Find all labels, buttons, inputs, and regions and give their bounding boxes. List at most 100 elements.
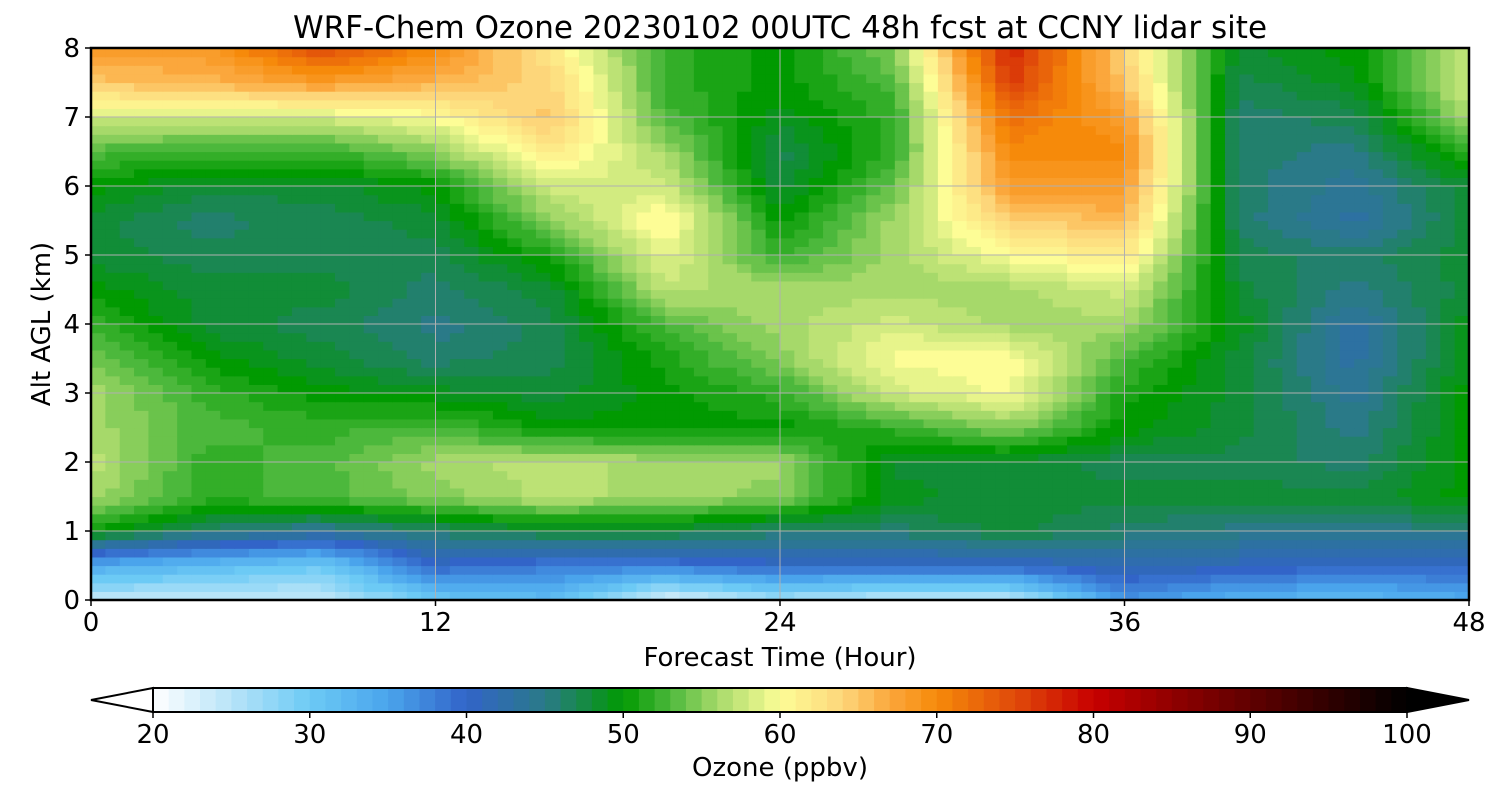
heatmap-cell — [1124, 505, 1140, 515]
heatmap-cell — [952, 289, 968, 299]
heatmap-cell — [980, 220, 996, 230]
heatmap-cell — [492, 237, 508, 247]
heatmap-cell — [780, 151, 795, 161]
heatmap-cell — [1038, 280, 1054, 291]
heatmap-cell — [378, 505, 394, 515]
heatmap-cell — [521, 418, 537, 429]
heatmap-cell — [894, 496, 910, 506]
heatmap-cell — [665, 505, 681, 515]
heatmap-cell — [134, 531, 150, 541]
heatmap-cell — [248, 505, 264, 515]
heatmap-cell — [693, 522, 709, 532]
heatmap-cell — [363, 211, 379, 222]
heatmap-cell — [693, 462, 709, 472]
heatmap-cell — [1311, 263, 1327, 273]
heatmap-cell — [248, 565, 264, 575]
heatmap-cell — [1239, 186, 1255, 196]
heatmap-cell — [923, 186, 939, 196]
heatmap-cell — [162, 479, 178, 489]
heatmap-cell — [1411, 401, 1427, 411]
heatmap-cell — [952, 487, 968, 498]
heatmap-cell — [1138, 211, 1154, 222]
heatmap-cell — [1081, 324, 1097, 334]
heatmap-cell — [1282, 211, 1298, 222]
heatmap-cell — [894, 565, 910, 575]
heatmap-cell — [306, 220, 322, 230]
heatmap-cell — [650, 375, 666, 385]
heatmap-cell — [1095, 375, 1111, 385]
heatmap-cell — [650, 556, 666, 567]
heatmap-cell — [191, 513, 207, 523]
heatmap-cell — [837, 306, 853, 316]
heatmap-cell — [1210, 186, 1226, 196]
heatmap-cell — [1239, 367, 1255, 377]
heatmap-cell — [320, 367, 336, 377]
heatmap-cell — [1440, 505, 1456, 515]
heatmap-cell — [464, 479, 480, 489]
heatmap-cell — [1311, 453, 1327, 463]
heatmap-cell — [1282, 479, 1298, 489]
heatmap-cell — [1067, 168, 1083, 178]
heatmap-cell — [1124, 194, 1140, 204]
heatmap-cell — [1440, 341, 1456, 351]
heatmap-cell — [765, 168, 781, 178]
heatmap-cell — [306, 556, 322, 567]
heatmap-cell — [91, 393, 106, 403]
heatmap-cell — [148, 237, 164, 247]
heatmap-cell — [894, 505, 910, 515]
heatmap-cell — [751, 315, 767, 325]
heatmap-cell — [808, 470, 824, 480]
heatmap-cell — [722, 487, 738, 498]
heatmap-cell — [550, 367, 566, 377]
heatmap-cell — [1397, 505, 1413, 515]
heatmap-cell — [1239, 168, 1255, 178]
heatmap-cell — [579, 427, 594, 437]
heatmap-cell — [708, 280, 724, 291]
heatmap-cell — [392, 289, 408, 299]
heatmap-cell — [119, 462, 135, 472]
heatmap-cell — [492, 280, 508, 291]
heatmap-cell — [665, 315, 681, 325]
heatmap-cell — [937, 194, 953, 204]
heatmap-cell — [349, 272, 365, 282]
heatmap-cell — [421, 203, 437, 213]
heatmap-cell — [449, 332, 465, 342]
heatmap-cell — [1382, 548, 1398, 558]
heatmap-cell — [579, 496, 594, 506]
heatmap-cell — [91, 505, 106, 515]
heatmap-cell — [1268, 470, 1283, 480]
heatmap-cell — [780, 168, 795, 178]
heatmap-cell — [550, 574, 566, 584]
heatmap-cell — [765, 289, 781, 299]
heatmap-cell — [521, 427, 537, 437]
heatmap-cell — [1196, 548, 1212, 558]
heatmap-cell — [1124, 203, 1140, 213]
heatmap-cell — [1196, 237, 1212, 247]
heatmap-cell — [220, 246, 236, 256]
heatmap-cell — [234, 315, 250, 325]
heatmap-cell — [521, 220, 537, 230]
heatmap-cell — [119, 211, 135, 222]
heatmap-cell — [306, 522, 322, 532]
heatmap-cell — [1081, 436, 1097, 446]
heatmap-cell — [622, 306, 638, 316]
heatmap-cell — [880, 280, 896, 291]
heatmap-cell — [105, 479, 121, 489]
heatmap-cell — [1167, 229, 1183, 239]
heatmap-cell — [1239, 531, 1255, 541]
heatmap-cell — [421, 513, 437, 523]
heatmap-cell — [435, 194, 451, 204]
heatmap-cell — [177, 453, 193, 463]
heatmap-cell — [751, 358, 767, 368]
heatmap-cell — [1153, 263, 1169, 273]
heatmap-cell — [507, 358, 523, 368]
heatmap-cell — [263, 384, 279, 394]
heatmap-cell — [1253, 298, 1269, 308]
heatmap-cell — [277, 384, 293, 394]
heatmap-cell — [1009, 298, 1025, 308]
heatmap-cell — [751, 272, 767, 282]
heatmap-cell — [1239, 341, 1255, 351]
heatmap-cell — [952, 505, 968, 515]
heatmap-cell — [650, 177, 666, 187]
heatmap-cell — [1253, 255, 1269, 265]
